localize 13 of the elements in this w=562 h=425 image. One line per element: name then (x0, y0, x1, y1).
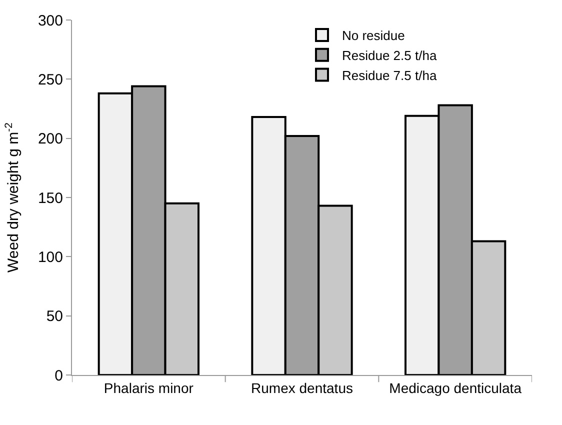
y-tick-label: 100 (38, 248, 63, 266)
y-tick-label: 0 (54, 367, 63, 384)
y-tick-label: 150 (38, 190, 63, 207)
legend-label: Residue 7.5 t/ha (342, 68, 438, 83)
y-tick-label: 300 (38, 12, 63, 30)
y-tick-label: 50 (46, 308, 63, 326)
y-tick-label: 200 (38, 130, 63, 148)
x-tick-label: Medicago denticulata (389, 380, 522, 396)
y-tick-label: 250 (38, 71, 63, 88)
legend-label: No residue (342, 28, 405, 44)
x-tick-label: Rumex dentatus (251, 380, 353, 396)
legend-label: Residue 2.5 t/ha (342, 48, 438, 63)
x-tick-label: Phalaris minor (104, 380, 194, 396)
